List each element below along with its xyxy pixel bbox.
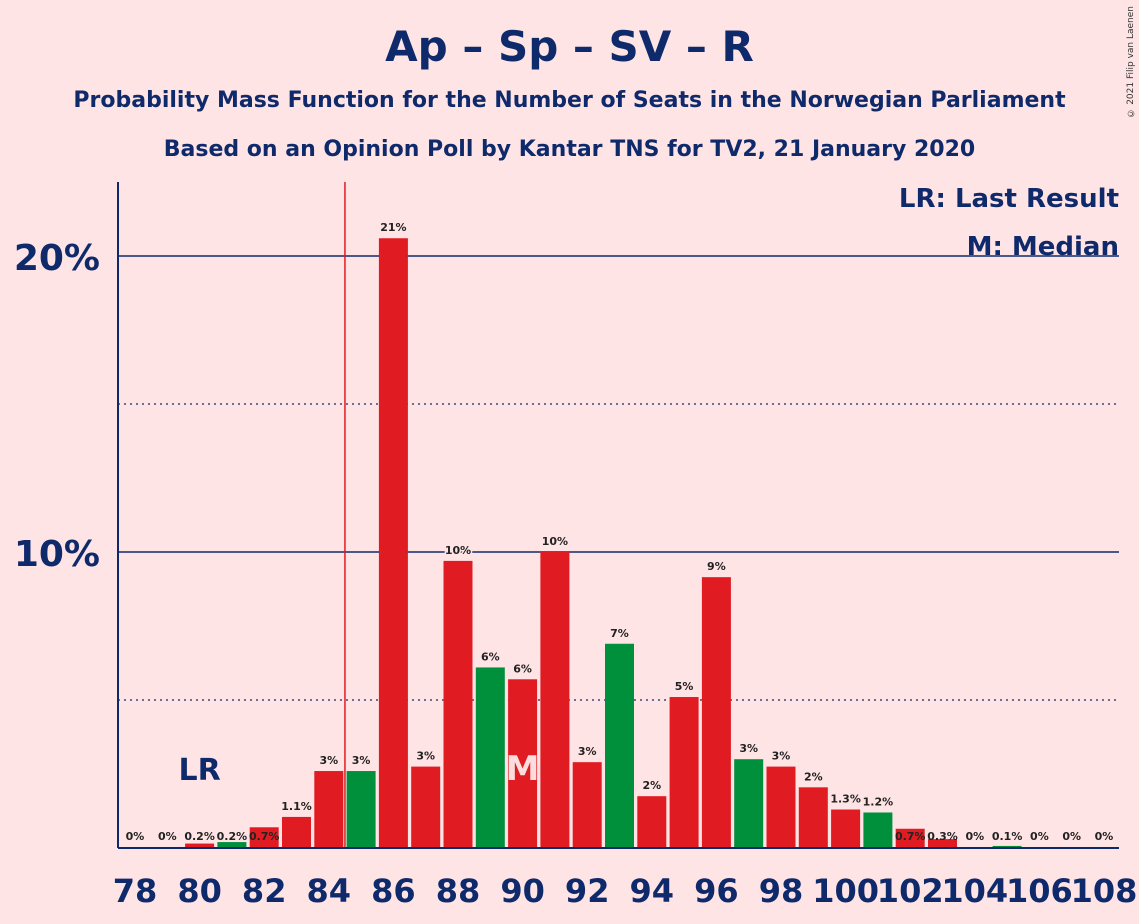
value-label-seat-78: 0% [126,830,145,843]
value-label-seat-90: 6% [513,662,532,675]
bar-seat-90 [508,679,538,848]
bar-seat-86 [378,238,408,849]
x-tick-label: 106 [1006,872,1073,910]
value-label-seat-107: 0% [1062,830,1081,843]
bar-seat-93 [605,643,634,848]
value-label-seat-106: 0% [1030,830,1049,843]
bar-seat-100 [831,809,861,848]
value-label-seat-92: 3% [578,745,597,758]
value-label-seat-102: 0.7% [895,830,926,843]
value-label-seat-93: 7% [610,627,629,640]
bar-seat-94 [637,796,667,848]
bar-seat-92 [572,762,602,848]
value-label-seat-86: 21% [380,221,406,234]
bar-seat-84 [314,771,344,848]
value-label-seat-99: 2% [804,770,823,783]
bar-seat-83 [282,816,311,848]
bar-seat-87 [411,766,441,848]
value-label-seat-100: 1.3% [830,793,861,806]
x-tick-label: 108 [1071,872,1138,910]
x-tick-label: 80 [177,872,222,910]
bar-seat-98 [766,766,796,848]
value-label-seat-89: 6% [481,650,500,663]
x-tick-label: 78 [113,872,158,910]
median-marker: M [506,749,540,789]
y-tick-label: 10% [14,534,100,575]
value-label-seat-104: 0% [965,830,984,843]
bar-seat-91 [540,552,570,848]
value-label-seat-98: 3% [772,750,791,763]
x-tick-label: 82 [242,872,287,910]
x-tick-label: 88 [436,872,481,910]
value-label-seat-79: 0% [158,830,177,843]
value-label-seat-81: 0.2% [217,830,248,843]
chart-subtitle-source: Based on an Opinion Poll by Kantar TNS f… [163,137,976,162]
legend-last-result: LR: Last Result [898,184,1119,214]
last-result-marker: LR [178,753,220,788]
x-tick-label: 90 [500,872,545,910]
bar-seat-80 [185,843,215,848]
value-label-seat-87: 3% [416,750,435,763]
legend-median: M: Median [966,232,1119,262]
bar-seat-85 [346,771,376,848]
value-label-seat-88: 10% [445,544,471,557]
bar-seat-89 [475,667,505,848]
x-tick-label: 96 [694,872,739,910]
value-label-seat-82: 0.7% [249,830,280,843]
x-tick-label: 98 [759,872,804,910]
chart-subtitle: Probability Mass Function for the Number… [73,88,1066,113]
value-label-seat-97: 3% [739,742,758,755]
value-label-seat-101: 1.2% [863,795,894,808]
x-tick-label: 100 [812,872,879,910]
value-label-seat-95: 5% [675,680,694,693]
bar-seat-95 [669,697,699,848]
bar-seat-102 [895,828,925,848]
bar-seat-82 [249,827,279,848]
bar-seat-88 [443,560,473,848]
y-tick-label: 20% [14,238,100,279]
x-tick-label: 84 [307,872,352,910]
bar-seat-81 [217,842,247,848]
value-label-seat-85: 3% [352,754,371,767]
value-label-seat-83: 1.1% [281,800,312,813]
x-tick-label: 92 [565,872,610,910]
value-label-seat-80: 0.2% [184,830,215,843]
bar-seat-99 [798,787,828,848]
value-label-seat-84: 3% [319,754,338,767]
chart-title: Ap – Sp – SV – R [385,22,754,71]
x-tick-label: 102 [877,872,944,910]
value-label-seat-108: 0% [1095,830,1114,843]
x-tick-label: 86 [371,872,416,910]
x-tick-label: 104 [941,872,1008,910]
value-label-seat-94: 2% [642,779,661,792]
value-label-seat-103: 0.3% [927,830,958,843]
value-label-seat-105: 0.1% [992,830,1023,843]
bar-seat-96 [701,577,731,848]
x-tick-label: 94 [630,872,675,910]
value-label-seat-91: 10% [542,535,568,548]
bar-seat-105 [992,845,1022,848]
bar-seat-103 [928,839,957,848]
bar-seat-97 [734,759,764,848]
bar-seat-101 [863,812,893,848]
value-label-seat-96: 9% [707,560,726,573]
